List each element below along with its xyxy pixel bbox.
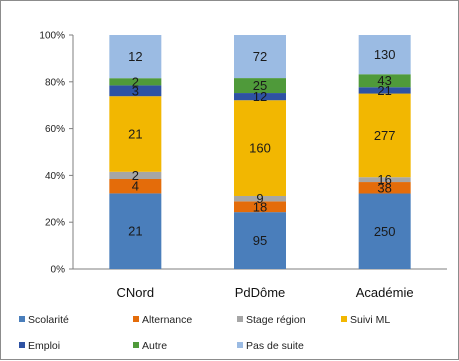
bars <box>109 35 411 269</box>
axes: 0% 20% 40% 60% 80% 100% CNord PdDôme Académie <box>39 31 447 300</box>
bar-segment <box>234 195 286 202</box>
legend-label: Alternance <box>142 314 192 326</box>
data-label: 2 <box>132 168 139 183</box>
data-label: 12 <box>128 49 142 64</box>
bar-segment <box>234 212 286 269</box>
y-tick-label: 0% <box>51 265 66 276</box>
category-label: Académie <box>356 285 414 300</box>
legend-swatch <box>237 316 243 322</box>
legend-swatch <box>237 342 243 348</box>
data-label: 21 <box>128 127 142 142</box>
bar-segment <box>234 201 286 213</box>
bar-segment <box>358 93 411 178</box>
bar-segment <box>109 85 162 97</box>
data-label: 95 <box>253 233 267 248</box>
data-label: 3 <box>132 83 139 98</box>
legend-swatch <box>19 342 25 348</box>
data-label: 21 <box>128 224 142 239</box>
y-tick-label: 100% <box>39 31 65 42</box>
data-label: 130 <box>374 47 396 62</box>
data-label: 25 <box>253 78 267 93</box>
data-label: 21 <box>377 83 391 98</box>
bar-segment <box>358 177 411 183</box>
y-tick-label: 40% <box>45 171 65 182</box>
bar-segment <box>234 100 286 196</box>
data-labels: 2142213212951891601225722503816277214313… <box>128 47 395 248</box>
category-label: PdDôme <box>235 285 286 300</box>
bar-segment <box>358 193 411 269</box>
legend-swatch <box>133 316 139 322</box>
bar-segment <box>358 74 411 88</box>
data-label: 38 <box>377 180 391 195</box>
data-label: 9 <box>256 191 263 206</box>
category-label: CNord <box>117 285 155 300</box>
bar-segment <box>234 93 286 101</box>
legend-swatch <box>19 316 25 322</box>
y-tick-label: 80% <box>45 77 65 88</box>
data-label: 12 <box>253 89 267 104</box>
data-label: 2 <box>132 74 139 89</box>
bar-segment <box>358 87 411 94</box>
legend-label: Autre <box>142 340 167 352</box>
legend: Scolarité Alternance Stage région Suivi ML E… <box>19 314 390 352</box>
bar-segment <box>109 179 162 194</box>
bar-segment <box>109 193 162 269</box>
legend-label: Suivi ML <box>350 314 390 326</box>
bar-segment <box>109 171 162 179</box>
bar-segment <box>109 35 162 79</box>
data-label: 72 <box>253 49 267 64</box>
data-label: 16 <box>377 172 391 187</box>
y-tick-label: 20% <box>45 218 65 229</box>
legend-label: Scolarité <box>28 314 69 326</box>
bar-segment <box>234 78 286 94</box>
legend-label: Pas de suite <box>246 340 304 352</box>
data-label: 250 <box>374 224 396 239</box>
data-label: 18 <box>253 199 267 214</box>
data-label: 43 <box>377 73 391 88</box>
legend-swatch <box>341 316 347 322</box>
bar-segment <box>109 78 162 86</box>
bar-segment <box>234 35 286 79</box>
legend-label: Stage région <box>246 314 306 326</box>
bar-segment <box>109 96 162 172</box>
bar-segment <box>358 35 411 75</box>
legend-label: Emploi <box>28 340 60 352</box>
y-tick-label: 60% <box>45 124 65 135</box>
data-label: 4 <box>132 179 139 194</box>
legend-swatch <box>133 342 139 348</box>
data-label: 277 <box>374 128 396 143</box>
data-label: 160 <box>249 141 271 156</box>
bar-segment <box>358 182 411 194</box>
